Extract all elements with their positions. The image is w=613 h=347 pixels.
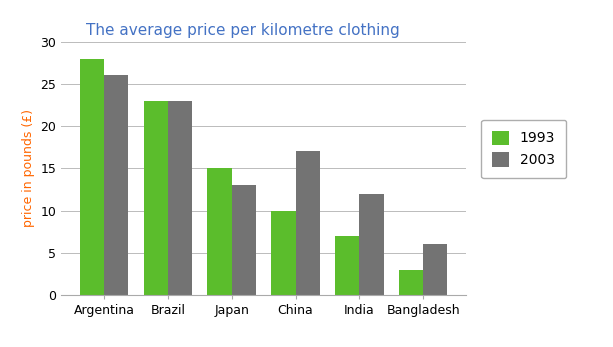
Bar	[399, 270, 423, 295]
Bar	[335, 236, 359, 295]
Title: The average price per kilometre clothing: The average price per kilometre clothing	[86, 23, 400, 38]
Bar	[271, 211, 295, 295]
Bar	[80, 59, 104, 295]
Bar	[104, 75, 128, 295]
Bar	[359, 194, 384, 295]
Bar	[423, 244, 447, 295]
Bar	[295, 151, 320, 295]
Bar	[232, 185, 256, 295]
Legend: 1993, 2003: 1993, 2003	[481, 119, 566, 178]
Bar	[207, 168, 232, 295]
Bar	[143, 101, 168, 295]
Bar	[168, 101, 192, 295]
Y-axis label: price in pounds (£): price in pounds (£)	[22, 109, 35, 227]
